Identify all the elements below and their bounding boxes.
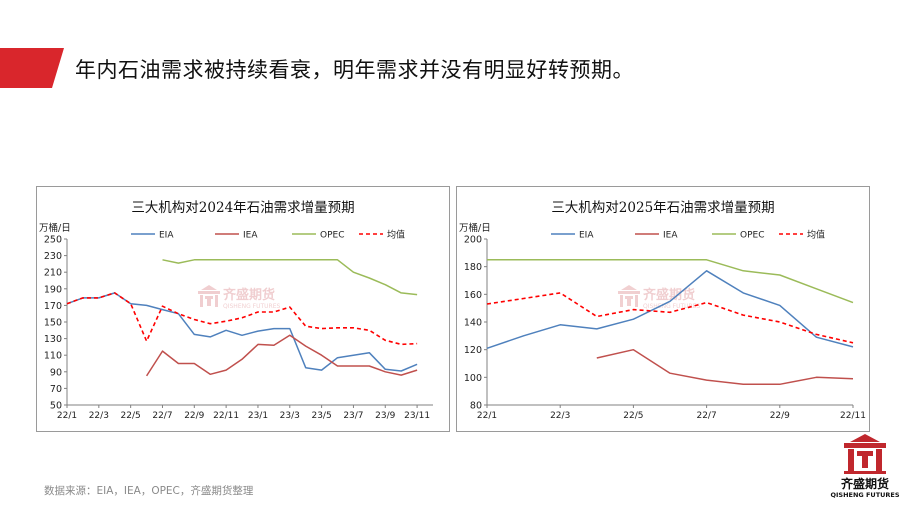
chart-panel-2025: 齐盛期货 QISHENG FUTURES 三大机构对2025年石油需求增量预期万桶/… bbox=[456, 186, 870, 432]
x-tick-label: 22/11 bbox=[840, 411, 866, 421]
x-tick-label: 22/5 bbox=[623, 411, 643, 421]
brand-emblem-icon bbox=[844, 434, 886, 474]
y-tick-label: 90 bbox=[50, 367, 62, 378]
x-tick-label: 22/11 bbox=[213, 411, 239, 421]
y-tick-label: 210 bbox=[44, 268, 62, 279]
y-tick-label: 100 bbox=[464, 373, 482, 384]
chart-title: 三大机构对2024年石油需求增量预期 bbox=[131, 200, 354, 216]
page-headline: 年内石油需求被持续看衰，明年需求并没有明显好转预期。 bbox=[75, 58, 634, 82]
x-tick-label: 23/7 bbox=[343, 411, 363, 421]
x-tick-label: 22/1 bbox=[477, 411, 497, 421]
x-tick-label: 22/3 bbox=[550, 411, 570, 421]
y-tick-label: 250 bbox=[44, 235, 62, 246]
brand-name-cn: 齐盛期货 bbox=[840, 477, 889, 491]
legend-label: IEA bbox=[243, 231, 258, 241]
watermark-emblem-icon bbox=[198, 285, 220, 307]
legend-item-eia: EIA bbox=[551, 231, 594, 241]
series-line-opec bbox=[487, 259, 854, 304]
y-tick-label: 230 bbox=[44, 251, 62, 262]
legend-item-opec: OPEC bbox=[292, 231, 344, 241]
brand-name-en: QISHENG FUTURES bbox=[830, 491, 900, 499]
x-tick-label: 22/1 bbox=[57, 411, 77, 421]
y-axis-label: 万桶/日 bbox=[459, 222, 491, 234]
legend-label: OPEC bbox=[740, 231, 764, 241]
data-source-note: 数据来源：EIA，IEA，OPEC，齐盛期货整理 bbox=[44, 485, 254, 497]
watermark-text-en: QISHENG FUTURES bbox=[223, 303, 281, 310]
x-tick-label: 23/9 bbox=[375, 411, 395, 421]
y-tick-label: 140 bbox=[464, 318, 482, 329]
y-tick-label: 70 bbox=[50, 384, 62, 395]
y-tick-label: 200 bbox=[464, 235, 482, 246]
legend-label: IEA bbox=[663, 231, 678, 241]
red-banner-accent bbox=[0, 48, 64, 88]
x-tick-label: 22/9 bbox=[184, 411, 204, 421]
watermark-emblem-icon bbox=[618, 285, 640, 307]
legend-item-eia: EIA bbox=[131, 231, 174, 241]
legend-label: OPEC bbox=[320, 231, 344, 241]
y-tick-label: 190 bbox=[44, 284, 62, 295]
legend-label: EIA bbox=[579, 231, 594, 241]
y-tick-label: 150 bbox=[44, 318, 62, 329]
y-tick-label: 120 bbox=[464, 345, 482, 356]
legend-label: EIA bbox=[159, 231, 174, 241]
y-tick-label: 170 bbox=[44, 301, 62, 312]
x-tick-label: 23/3 bbox=[280, 411, 300, 421]
y-tick-label: 180 bbox=[464, 262, 482, 273]
legend-item-opec: OPEC bbox=[712, 231, 764, 241]
watermark-text-cn: 齐盛期货 bbox=[643, 287, 695, 303]
y-tick-label: 50 bbox=[50, 401, 62, 412]
chart-panel-2024: 齐盛期货 QISHENG FUTURES 三大机构对2024年石油需求增量预期万桶/… bbox=[36, 186, 450, 432]
brand-logo: 齐盛期货 QISHENG FUTURES bbox=[830, 432, 900, 502]
x-tick-label: 22/7 bbox=[696, 411, 716, 421]
y-axis-label: 万桶/日 bbox=[39, 222, 71, 234]
legend-item-avg: 均值 bbox=[779, 229, 825, 241]
legend-label: 均值 bbox=[387, 229, 405, 241]
y-tick-label: 130 bbox=[44, 334, 62, 345]
series-line-eia bbox=[486, 270, 854, 350]
x-tick-label: 22/5 bbox=[121, 411, 141, 421]
y-tick-label: 80 bbox=[470, 401, 482, 412]
legend-item-avg: 均值 bbox=[359, 229, 405, 241]
legend-label: 均值 bbox=[807, 229, 825, 241]
series-line-iea bbox=[145, 334, 418, 377]
y-tick-label: 110 bbox=[44, 351, 62, 362]
watermark-text-en: QISHENG FUTURES bbox=[643, 303, 701, 310]
chart-title: 三大机构对2025年石油需求增量预期 bbox=[551, 200, 774, 216]
x-tick-label: 22/3 bbox=[89, 411, 109, 421]
legend-item-iea: IEA bbox=[215, 231, 258, 241]
legend-item-iea: IEA bbox=[635, 231, 678, 241]
series-line-avg bbox=[66, 292, 418, 346]
x-tick-label: 23/11 bbox=[404, 411, 430, 421]
x-tick-label: 22/9 bbox=[770, 411, 790, 421]
x-tick-label: 23/5 bbox=[311, 411, 331, 421]
series-line-opec bbox=[162, 259, 418, 296]
series-line-avg bbox=[486, 292, 854, 344]
series-line-eia bbox=[66, 292, 418, 372]
x-tick-label: 23/1 bbox=[248, 411, 268, 421]
x-tick-label: 22/7 bbox=[152, 411, 172, 421]
series-line-iea bbox=[596, 348, 854, 386]
watermark-text-cn: 齐盛期货 bbox=[223, 287, 275, 303]
y-tick-label: 160 bbox=[464, 290, 482, 301]
